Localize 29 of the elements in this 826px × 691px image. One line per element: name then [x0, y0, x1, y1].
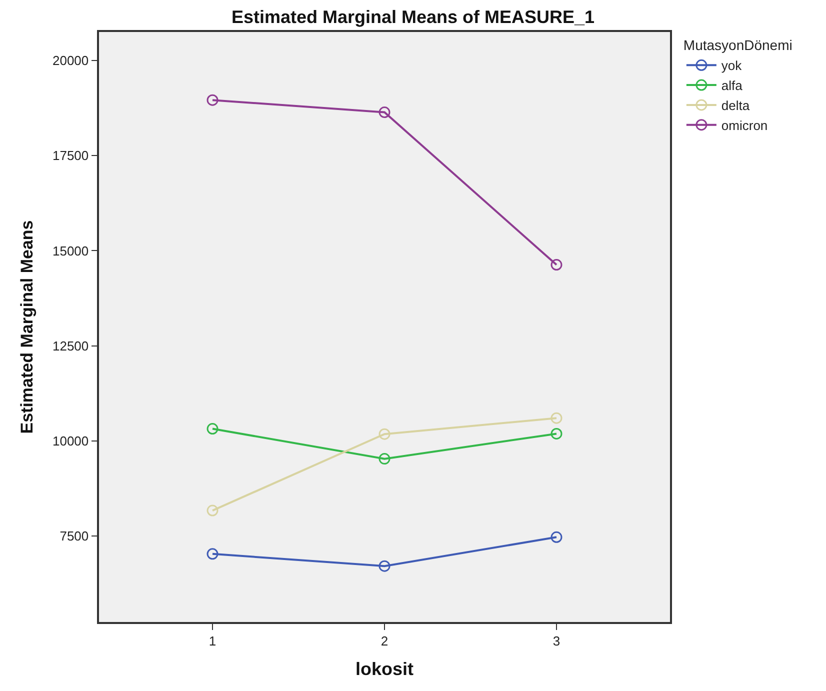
point — [206, 94, 218, 106]
y-tick-label: 20000 — [52, 53, 89, 68]
point — [550, 531, 562, 543]
point — [378, 428, 390, 440]
y-tick-label: 17500 — [52, 148, 89, 164]
point — [206, 504, 218, 516]
y-tick-label: 12500 — [52, 338, 89, 354]
x-tick-label: 1 — [208, 633, 216, 648]
x-tick-label: 2 — [380, 633, 388, 648]
y-tick-label: 15000 — [52, 243, 89, 258]
point — [550, 428, 562, 440]
point — [550, 259, 562, 271]
legend-label: alfa — [721, 78, 744, 94]
point — [378, 106, 390, 118]
point — [206, 423, 218, 435]
y-axis-title: Estimated Marginal Means — [18, 220, 37, 434]
legend-label: yok — [721, 58, 742, 74]
x-tick-label: 3 — [552, 633, 560, 648]
y-tick-label: 10000 — [52, 433, 89, 448]
chart-title: Estimated Marginal Means of MEASURE_1 — [231, 6, 595, 27]
y-tick-label: 7500 — [60, 528, 89, 544]
point — [378, 560, 390, 572]
point — [550, 412, 562, 424]
point — [206, 548, 218, 560]
legend-label: delta — [721, 98, 750, 114]
legend-label: omicron — [721, 118, 768, 133]
point — [378, 453, 390, 465]
legend-title: MutasyonDönemi — [683, 37, 792, 54]
x-axis-title: lokosit — [355, 658, 414, 679]
